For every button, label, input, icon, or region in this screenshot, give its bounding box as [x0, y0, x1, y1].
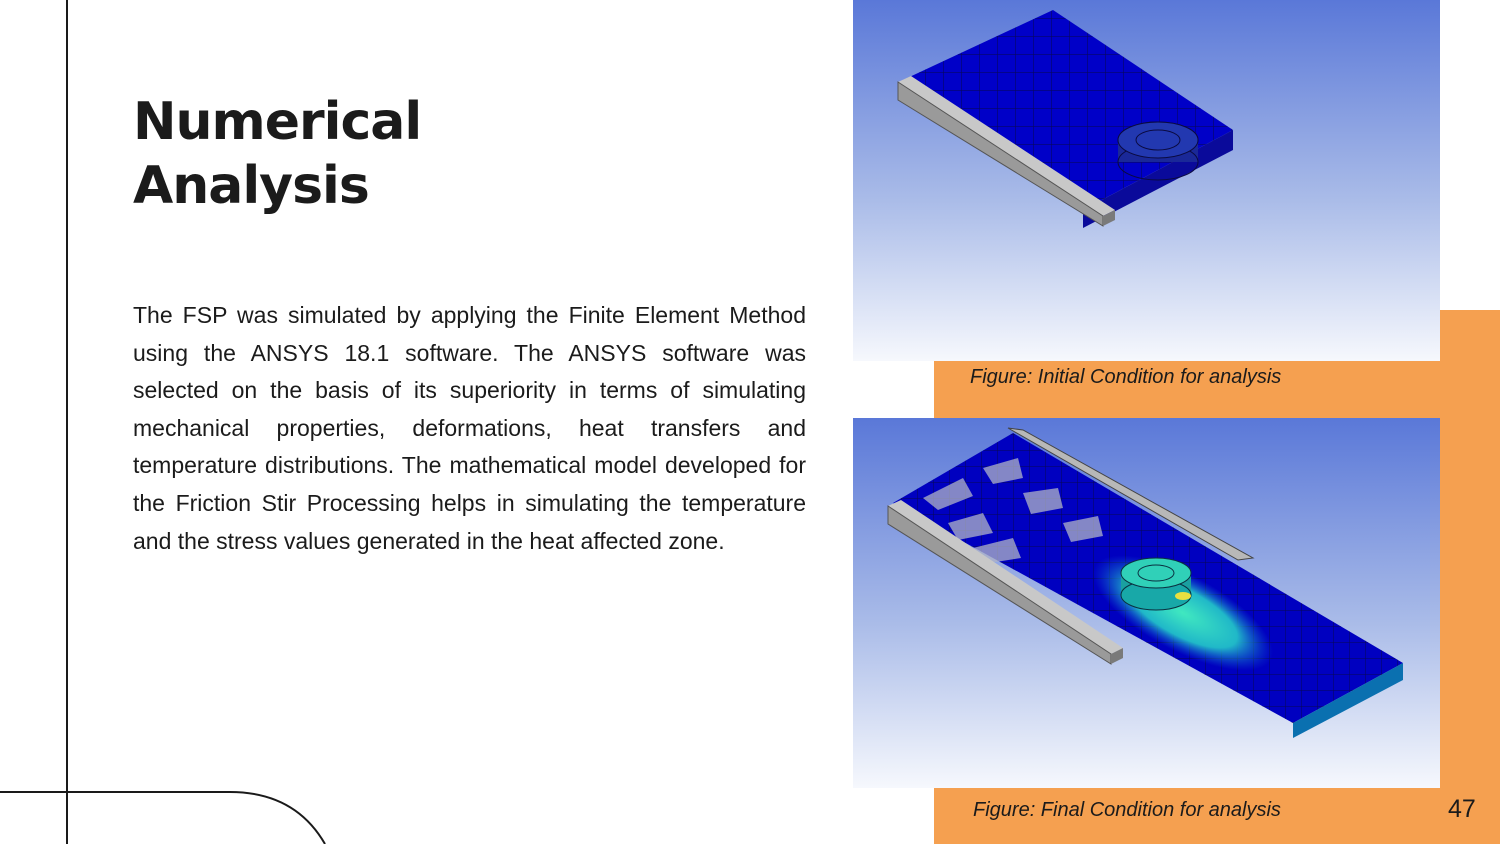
- orange-accent-right: [1440, 310, 1500, 844]
- figure-final-condition-image: [853, 418, 1440, 788]
- caption-band-top: [934, 358, 1440, 418]
- slide-title: Numerical Analysis: [133, 90, 653, 218]
- page-number: 47: [1448, 795, 1476, 823]
- figure-initial-condition-image: [853, 0, 1440, 361]
- decorative-vertical-line: [66, 0, 68, 844]
- slide-title-line-2: Analysis: [133, 156, 370, 216]
- figure-final-caption: Figure: Final Condition for analysis: [973, 799, 1281, 821]
- figure-initial-caption: Figure: Initial Condition for analysis: [970, 366, 1282, 388]
- body-paragraph: The FSP was simulated by applying the Fi…: [133, 302, 806, 554]
- decorative-corner-arc: [0, 791, 326, 844]
- caption-band-bottom: [934, 788, 1440, 844]
- slide-title-line-1: Numerical: [133, 92, 422, 152]
